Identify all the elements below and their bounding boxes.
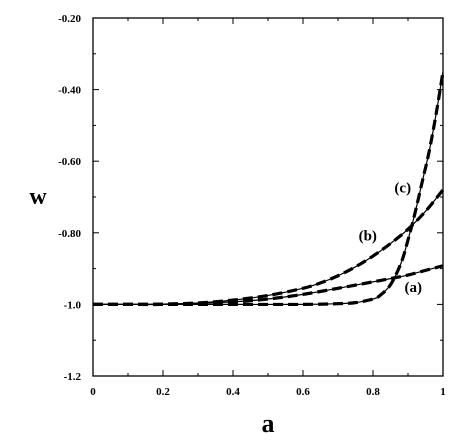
x-tick-label: 0 <box>90 386 96 398</box>
curve-label-b: (b) <box>359 228 377 244</box>
y-tick-label: -1.2 <box>64 371 82 383</box>
series-dash-c <box>92 71 445 307</box>
y-tick-label: -0.20 <box>58 13 81 25</box>
x-axis-label: a <box>262 409 275 438</box>
y-tick-label: -0.40 <box>58 85 81 97</box>
y-axis-label: w <box>29 184 47 210</box>
x-tick-label: 0.4 <box>226 386 240 398</box>
plot-frame <box>92 17 444 377</box>
curve-label-a: (a) <box>405 280 423 296</box>
x-tick-label: 0.6 <box>296 386 310 398</box>
curve-labels: (a) (b) (c) <box>359 180 422 296</box>
x-tick-label: 0.2 <box>156 386 170 398</box>
ticks: 0 0.2 0.4 0.6 0.8 1 -0.20 -0.40 -0.60 -0.80 -1.0 -1… <box>58 13 446 398</box>
y-tick-label: -0.60 <box>58 156 81 168</box>
y-tick-label: -1.0 <box>64 299 82 311</box>
y-tick-label: -0.80 <box>58 228 81 240</box>
x-tick-label: 0.8 <box>366 386 380 398</box>
x-tick-label: 1 <box>440 386 446 398</box>
curve-label-c: (c) <box>394 180 411 196</box>
series-line-c <box>92 71 444 306</box>
series-group <box>92 71 445 307</box>
